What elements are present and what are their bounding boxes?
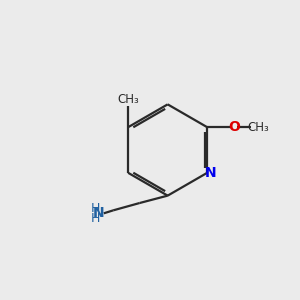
Text: H: H bbox=[90, 212, 100, 224]
Text: N: N bbox=[205, 166, 217, 180]
Text: CH₃: CH₃ bbox=[117, 93, 139, 106]
Text: CH₃: CH₃ bbox=[247, 121, 269, 134]
Text: O: O bbox=[228, 120, 240, 134]
Text: H: H bbox=[90, 202, 100, 215]
Text: N: N bbox=[93, 206, 104, 220]
